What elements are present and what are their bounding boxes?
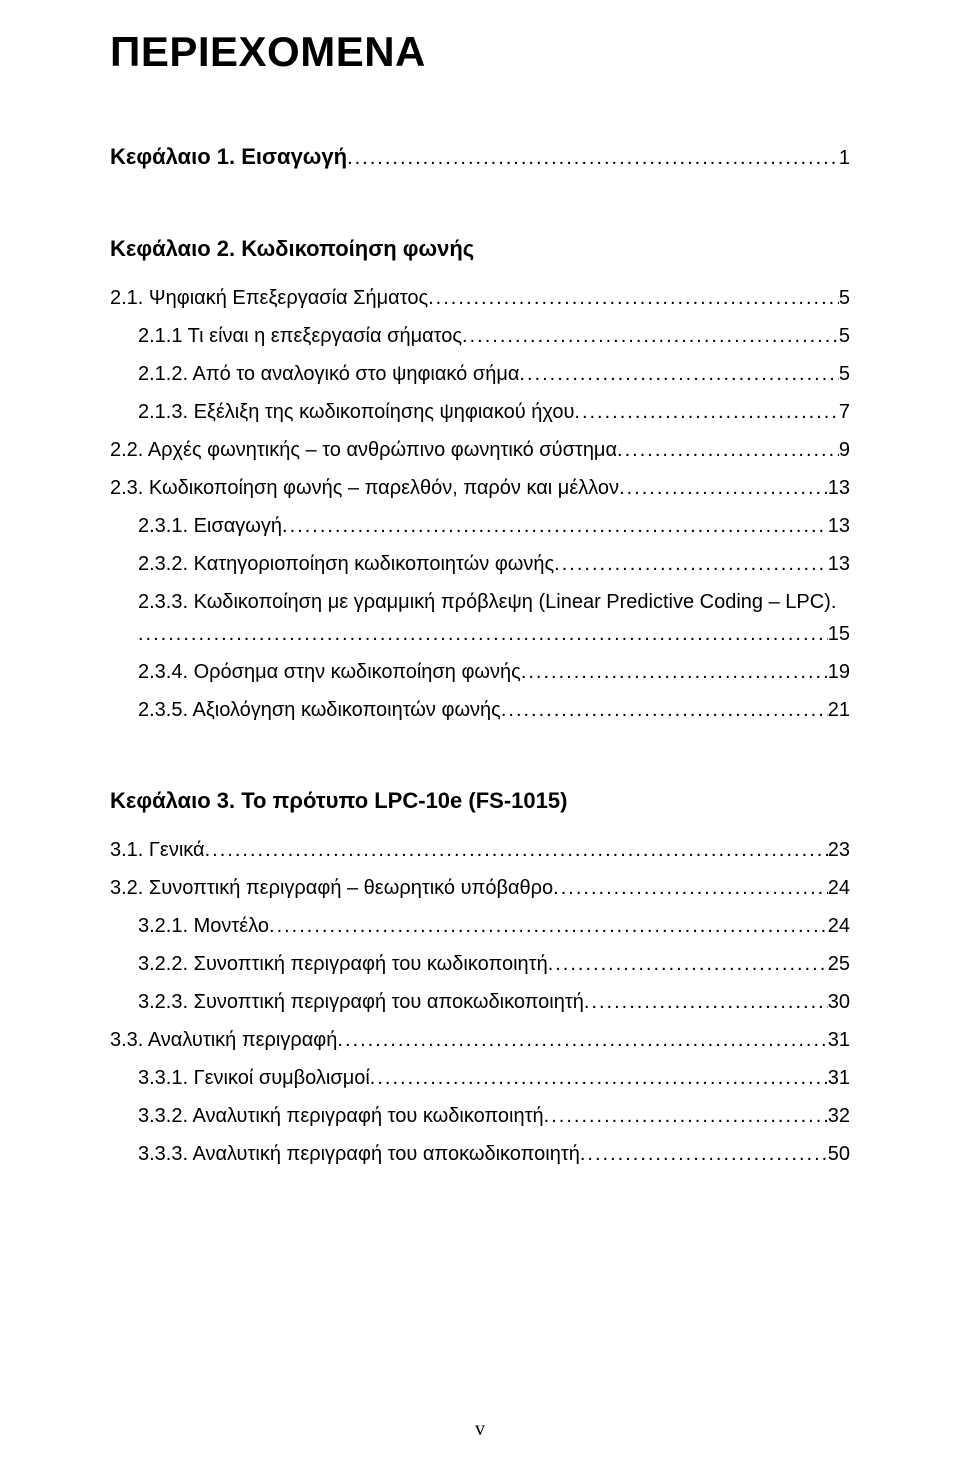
toc-entry-label: 3.3.2. Αναλυτική περιγραφή του κωδικοποι…: [138, 1106, 544, 1126]
toc-entry: 3.3.3. Αναλυτική περιγραφή του αποκωδικο…: [110, 1144, 850, 1164]
toc-leader-dots: [521, 662, 828, 682]
toc-entry: 3.2. Συνοπτική περιγραφή – θεωρητικό υπό…: [110, 878, 850, 898]
toc-page-ref: 13: [828, 554, 850, 574]
toc-entry-label: 3.3.1. Γενικοί συμβολισμοί: [138, 1068, 370, 1088]
page: ΠΕΡΙΕΧΟΜΕΝΑ Κεφάλαιο 1. Εισαγωγή1Κεφάλαι…: [0, 0, 960, 1469]
toc-leader-dots: [554, 554, 828, 574]
toc-page-ref: 32: [828, 1106, 850, 1126]
toc-entry-label: 2.1.1 Τι είναι η επεξεργασία σήματος: [138, 326, 462, 346]
toc-page-ref: 31: [828, 1030, 850, 1050]
toc-leader-dots: [519, 364, 838, 384]
toc-entry: 3.3.1. Γενικοί συμβολισμοί 31: [110, 1068, 850, 1088]
toc-leader-dots: [617, 440, 839, 460]
toc-page-ref: 25: [828, 954, 850, 974]
toc-page-ref: 5: [839, 326, 850, 346]
toc-leader-dots: [370, 1068, 828, 1088]
page-title: ΠΕΡΙΕΧΟΜΕΝΑ: [110, 28, 850, 76]
toc-entry: 2.3.5. Αξιολόγηση κωδικοποιητών φωνής 21: [110, 700, 850, 720]
toc-entry-label: 3.3.3. Αναλυτική περιγραφή του αποκωδικο…: [138, 1144, 580, 1164]
toc-entry: 3.1. Γενικά 23: [110, 840, 850, 860]
toc-leader-dots: [574, 402, 838, 422]
toc-entry: 15: [110, 624, 850, 644]
toc-page-ref: 31: [828, 1068, 850, 1088]
toc-entry-label: 2.3.1. Εισαγωγή: [138, 516, 282, 536]
toc-entry-label: 2.3.3. Κωδικοποίηση με γραμμική πρόβλεψη…: [138, 592, 836, 612]
toc-page-ref: 15: [828, 624, 850, 644]
toc-leader-dots: [337, 1030, 827, 1050]
toc-leader-dots: [462, 326, 839, 346]
toc-entry-label: 2.3.5. Αξιολόγηση κωδικοποιητών φωνής: [138, 700, 501, 720]
toc-leader-dots: [584, 992, 828, 1012]
toc-leader-dots: [553, 878, 828, 898]
toc-chapter-heading: Κεφάλαιο 2. Κωδικοποίηση φωνής: [110, 238, 850, 260]
toc-entry-label: 2.1.2. Από το αναλογικό στο ψηφιακό σήμα: [138, 364, 519, 384]
toc-entry-label: 2.1. Ψηφιακή Επεξεργασία Σήματος: [110, 288, 428, 308]
toc-chapter-heading-label: Κεφάλαιο 2. Κωδικοποίηση φωνής: [110, 238, 474, 260]
toc-page-ref: 7: [839, 402, 850, 422]
toc-entry: 2.1. Ψηφιακή Επεξεργασία Σήματος 5: [110, 288, 850, 308]
toc-leader-dots: [282, 516, 828, 536]
toc-entry-label: 3.3. Αναλυτική περιγραφή: [110, 1030, 337, 1050]
toc-entry-label: 2.2. Αρχές φωνητικής – το ανθρώπινο φωνη…: [110, 440, 617, 460]
toc-leader-dots: [138, 624, 828, 644]
toc-page-ref: 30: [828, 992, 850, 1012]
toc-page-ref: 1: [839, 148, 850, 168]
toc-leader-dots: [347, 148, 839, 168]
toc-entry: 2.3.3. Κωδικοποίηση με γραμμική πρόβλεψη…: [110, 592, 850, 612]
toc-entry: 2.3.4. Ορόσημα στην κωδικοποίηση φωνής 19: [110, 662, 850, 682]
toc-entry-label: 3.2.1. Μοντέλο: [138, 916, 269, 936]
table-of-contents: Κεφάλαιο 1. Εισαγωγή 1 Κεφάλαιο 2. Κωδικοπ…: [110, 146, 850, 1164]
toc-entry: 2.1.3. Εξέλιξη της κωδικοποίησης ψηφιακο…: [110, 402, 850, 422]
page-number: v: [0, 1418, 960, 1441]
toc-leader-dots: [619, 478, 828, 498]
toc-page-ref: 24: [828, 916, 850, 936]
toc-entry: 3.2.2. Συνοπτική περιγραφή του κωδικοποι…: [110, 954, 850, 974]
toc-entry: 2.3.1. Εισαγωγή 13: [110, 516, 850, 536]
toc-chapter-heading: Κεφάλαιο 1. Εισαγωγή 1: [110, 146, 850, 168]
toc-entry-label: 3.2.3. Συνοπτική περιγραφή του αποκωδικο…: [138, 992, 584, 1012]
toc-chapter-block: Κεφάλαιο 3. Το πρότυπο LPC-10e (FS-1015)…: [110, 790, 850, 1164]
toc-page-ref: 5: [839, 288, 850, 308]
toc-chapter-heading: Κεφάλαιο 3. Το πρότυπο LPC-10e (FS-1015): [110, 790, 850, 812]
toc-page-ref: 13: [828, 516, 850, 536]
toc-chapter-block: Κεφάλαιο 1. Εισαγωγή 1: [110, 146, 850, 168]
toc-chapter-heading-label: Κεφάλαιο 3. Το πρότυπο LPC-10e (FS-1015): [110, 790, 567, 812]
toc-entry: 2.2. Αρχές φωνητικής – το ανθρώπινο φωνη…: [110, 440, 850, 460]
toc-leader-dots: [501, 700, 828, 720]
toc-leader-dots: [205, 840, 828, 860]
toc-entry: 3.3. Αναλυτική περιγραφή 31: [110, 1030, 850, 1050]
toc-page-ref: 23: [828, 840, 850, 860]
toc-chapter-block: Κεφάλαιο 2. Κωδικοποίηση φωνής 2.1. Ψηφια…: [110, 238, 850, 720]
toc-leader-dots: [428, 288, 839, 308]
toc-entry: 2.1.1 Τι είναι η επεξεργασία σήματος 5: [110, 326, 850, 346]
toc-page-ref: 50: [828, 1144, 850, 1164]
toc-leader-dots: [269, 916, 828, 936]
toc-entry-label: 2.3.4. Ορόσημα στην κωδικοποίηση φωνής: [138, 662, 521, 682]
toc-entry-label: 2.1.3. Εξέλιξη της κωδικοποίησης ψηφιακο…: [138, 402, 574, 422]
toc-leader-dots: [580, 1144, 828, 1164]
toc-entry-label: 3.2. Συνοπτική περιγραφή – θεωρητικό υπό…: [110, 878, 553, 898]
toc-entry: 2.1.2. Από το αναλογικό στο ψηφιακό σήμα…: [110, 364, 850, 384]
toc-page-ref: 21: [828, 700, 850, 720]
toc-entry: 2.3. Κωδικοποίηση φωνής – παρελθόν, παρό…: [110, 478, 850, 498]
toc-entry-label: 2.3. Κωδικοποίηση φωνής – παρελθόν, παρό…: [110, 478, 619, 498]
toc-entry: 3.2.1. Μοντέλο 24: [110, 916, 850, 936]
toc-page-ref: 13: [828, 478, 850, 498]
toc-page-ref: 5: [839, 364, 850, 384]
toc-leader-dots: [548, 954, 828, 974]
toc-entry: 2.3.2. Κατηγοριοποίηση κωδικοποιητών φων…: [110, 554, 850, 574]
toc-entry: 3.3.2. Αναλυτική περιγραφή του κωδικοποι…: [110, 1106, 850, 1126]
toc-entry-label: 2.3.2. Κατηγοριοποίηση κωδικοποιητών φων…: [138, 554, 554, 574]
toc-page-ref: 24: [828, 878, 850, 898]
toc-leader-dots: [544, 1106, 828, 1126]
toc-entry-label: 3.2.2. Συνοπτική περιγραφή του κωδικοποι…: [138, 954, 548, 974]
toc-entry-label: 3.1. Γενικά: [110, 840, 205, 860]
toc-chapter-heading-label: Κεφάλαιο 1. Εισαγωγή: [110, 146, 347, 168]
toc-entry: 3.2.3. Συνοπτική περιγραφή του αποκωδικο…: [110, 992, 850, 1012]
toc-page-ref: 9: [839, 440, 850, 460]
toc-page-ref: 19: [828, 662, 850, 682]
